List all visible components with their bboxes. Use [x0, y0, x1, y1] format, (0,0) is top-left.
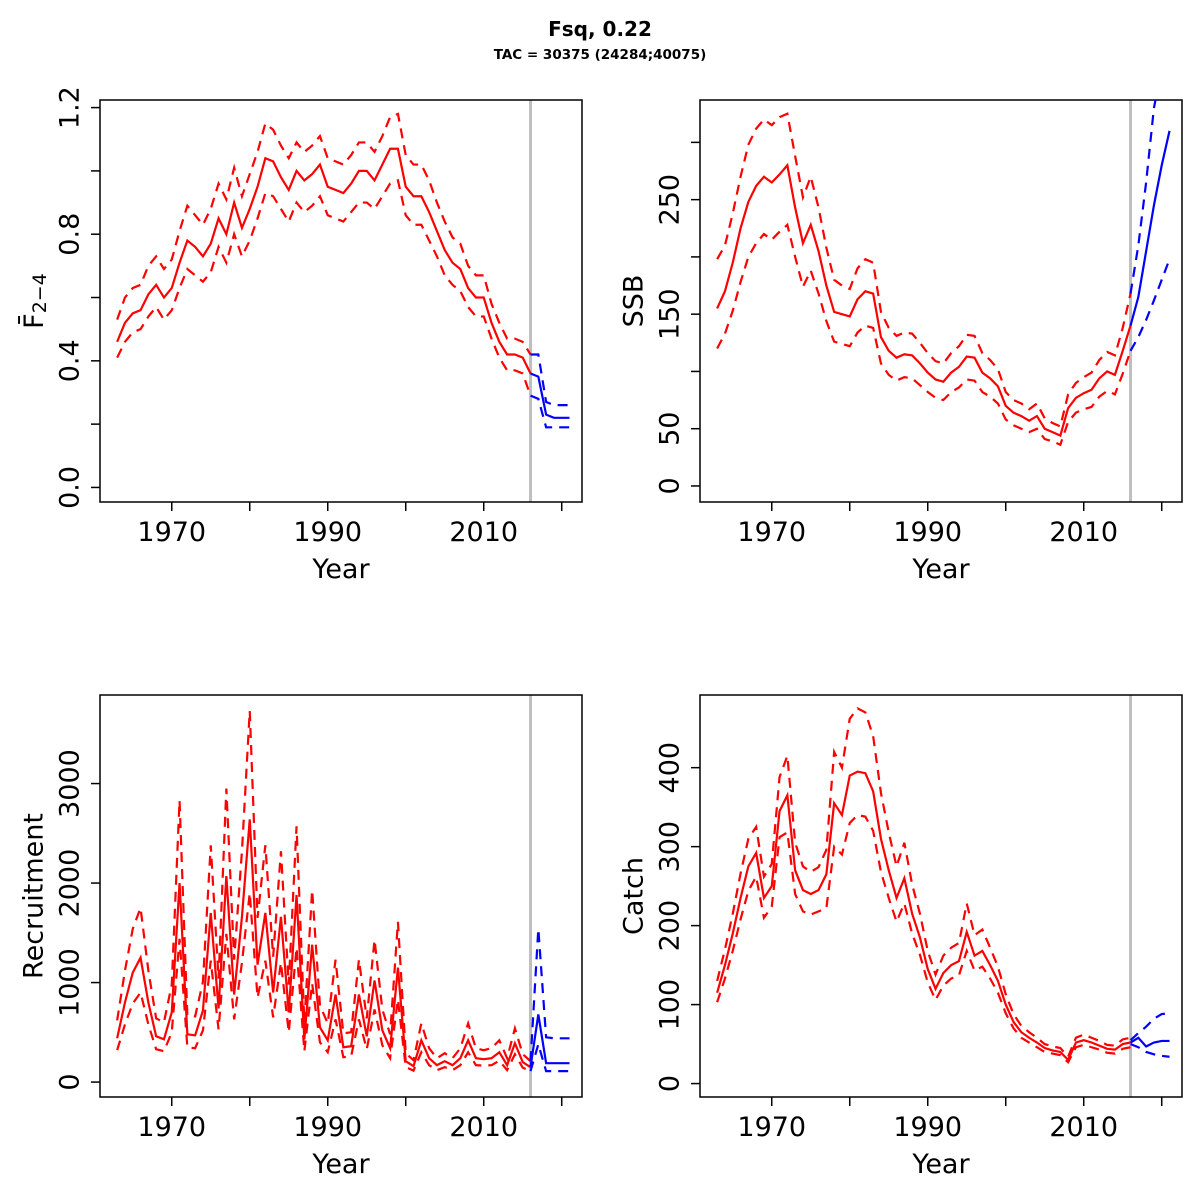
forecast-upper-ci-line — [529, 928, 570, 1062]
history-median-line — [716, 770, 1131, 1062]
forecast-median-line — [1129, 130, 1171, 326]
x-axis-title: Year — [911, 1149, 970, 1180]
history-lower-ci-line — [716, 813, 1131, 1065]
x-tick-label: 1970 — [737, 517, 806, 548]
plot-border — [99, 99, 583, 503]
y-tick-label: 0 — [655, 1075, 686, 1092]
y-axis-title: F̄2−4 — [18, 273, 51, 329]
plot-border — [699, 99, 1183, 503]
y-axis: 0 1000 2000 3000 — [55, 749, 100, 1091]
x-tick-label: 2010 — [449, 517, 518, 548]
figure-subtitle: TAC = 30375 (24284;40075) — [493, 47, 707, 63]
forecast-lower-ci-line — [530, 394, 570, 429]
y-tick-label: 150 — [655, 288, 686, 340]
y-tick-label: 0.8 — [55, 213, 86, 256]
y-axis-title: Recruitment — [19, 813, 50, 979]
y-axis: 0 50 150 250 — [655, 141, 700, 495]
history-lower-ci-line — [116, 178, 532, 397]
forecast-lower-ci-line — [529, 1040, 570, 1073]
x-tick-label: 1990 — [293, 1112, 362, 1143]
y-tick-label: 0.0 — [55, 466, 86, 509]
panel-SSB: 1970 1990 2010 0 50 150 250 Year SSB — [619, 99, 1183, 585]
panel-F: 1970 1990 2010 0.0 0.4 0.8 1.2 Year F̄2−4 — [18, 86, 583, 585]
x-tick-label: 2010 — [1049, 517, 1118, 548]
forecast-upper-ci-line — [1129, 1012, 1170, 1041]
plot-border — [99, 694, 583, 1098]
y-tick-label: 1.2 — [55, 86, 86, 129]
x-axis: 1970 1990 2010 — [137, 502, 563, 548]
y-tick-label: 0.4 — [55, 339, 86, 382]
history-median-line — [116, 147, 532, 374]
history-lower-ci-line — [716, 222, 1132, 447]
y-tick-label: 100 — [655, 979, 686, 1031]
x-axis: 1970 1990 2010 — [137, 1097, 563, 1143]
forecast-median-line — [529, 1014, 570, 1068]
y-tick-label: 2000 — [55, 849, 86, 918]
y-tick-label: 1000 — [55, 948, 86, 1017]
panel-Catch: 1970 1990 2010 0 100 200 300 400 Year Catch — [619, 694, 1183, 1180]
y-tick-label: 300 — [655, 821, 686, 873]
x-axis-title: Year — [311, 1149, 370, 1180]
y-tick-label: 250 — [655, 174, 686, 226]
y-tick-label: 3000 — [55, 749, 86, 818]
plot-border — [699, 694, 1183, 1098]
x-axis-title: Year — [311, 554, 370, 585]
x-tick-label: 1990 — [893, 517, 962, 548]
x-tick-label: 1970 — [137, 1112, 206, 1143]
x-tick-label: 1970 — [137, 517, 206, 548]
history-median-line — [116, 819, 532, 1069]
forecast-lower-ci-line — [1130, 1043, 1170, 1058]
forecast-median-line — [1129, 1036, 1170, 1048]
y-axis-title: Catch — [619, 857, 650, 935]
forecast-upper-ci-line — [1129, 100, 1157, 294]
y-tick-label: 0 — [55, 1073, 86, 1090]
x-axis: 1970 1990 2010 — [737, 502, 1163, 548]
x-tick-label: 2010 — [449, 1112, 518, 1143]
x-tick-label: 2010 — [1049, 1112, 1118, 1143]
history-median-line — [716, 162, 1132, 438]
x-tick-label: 1970 — [737, 1112, 806, 1143]
y-axis: 0.0 0.4 0.8 1.2 — [55, 86, 100, 509]
y-axis-title: SSB — [619, 275, 650, 328]
figure-title: Fsq, 0.22 — [548, 17, 652, 41]
history-lower-ci-line — [116, 892, 531, 1073]
y-tick-label: 200 — [655, 900, 686, 952]
y-tick-label: 0 — [655, 477, 686, 494]
y-axis: 0 100 200 300 400 — [655, 742, 700, 1092]
forecast-median-line — [530, 372, 570, 419]
x-tick-label: 1990 — [893, 1112, 962, 1143]
panel-Recruitment: 1970 1990 2010 0 1000 2000 3000 Year Recruitment — [19, 694, 583, 1180]
x-axis: 1970 1990 2010 — [737, 1097, 1163, 1143]
history-upper-ci-line — [716, 707, 1131, 1059]
x-tick-label: 1990 — [293, 517, 362, 548]
y-tick-label: 400 — [655, 742, 686, 794]
y-tick-label: 50 — [655, 412, 686, 446]
history-upper-ci-line — [116, 710, 532, 1063]
history-upper-ci-line — [116, 112, 532, 356]
history-upper-ci-line — [716, 112, 1132, 428]
forecast-upper-ci-line — [530, 353, 570, 407]
x-axis-title: Year — [911, 554, 970, 585]
